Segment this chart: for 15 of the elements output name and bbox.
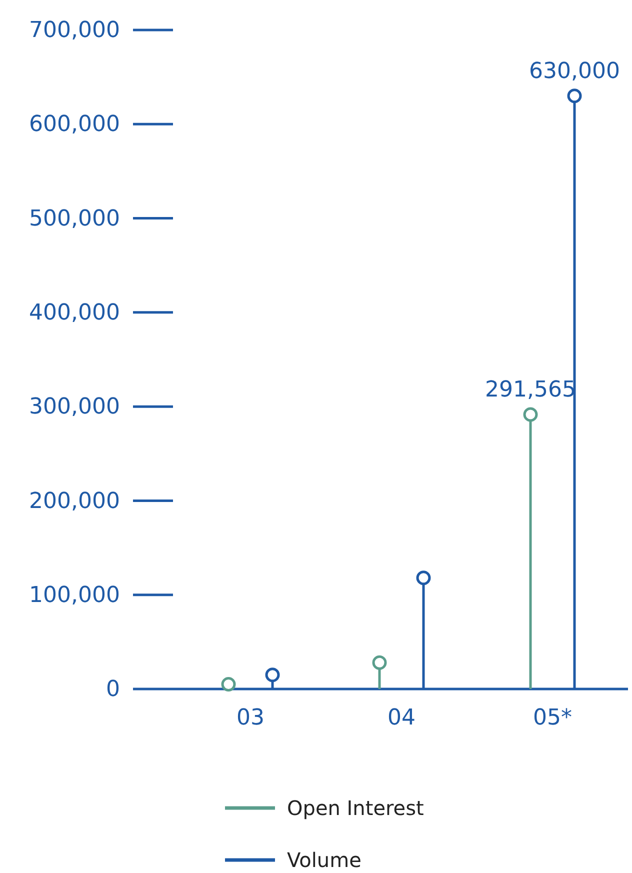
x-tick-label: 05*	[533, 706, 572, 731]
y-tick-label: 500,000	[29, 206, 120, 232]
legend-label: Volume	[287, 848, 362, 872]
y-tick-label: 0	[106, 677, 120, 702]
y-tick-label: 600,000	[29, 112, 120, 138]
legend-label: Open Interest	[287, 796, 424, 820]
y-tick-label: 700,000	[29, 18, 120, 44]
data-label: 291,565	[485, 378, 576, 403]
y-tick-label: 100,000	[29, 582, 120, 608]
y-tick-label: 400,000	[29, 300, 120, 326]
y-tick-label: 300,000	[29, 394, 120, 420]
y-tick-label: 200,000	[29, 488, 120, 514]
x-tick-label: 03	[236, 706, 264, 731]
x-tick-label: 04	[388, 706, 416, 731]
data-label: 630,000	[529, 58, 620, 84]
